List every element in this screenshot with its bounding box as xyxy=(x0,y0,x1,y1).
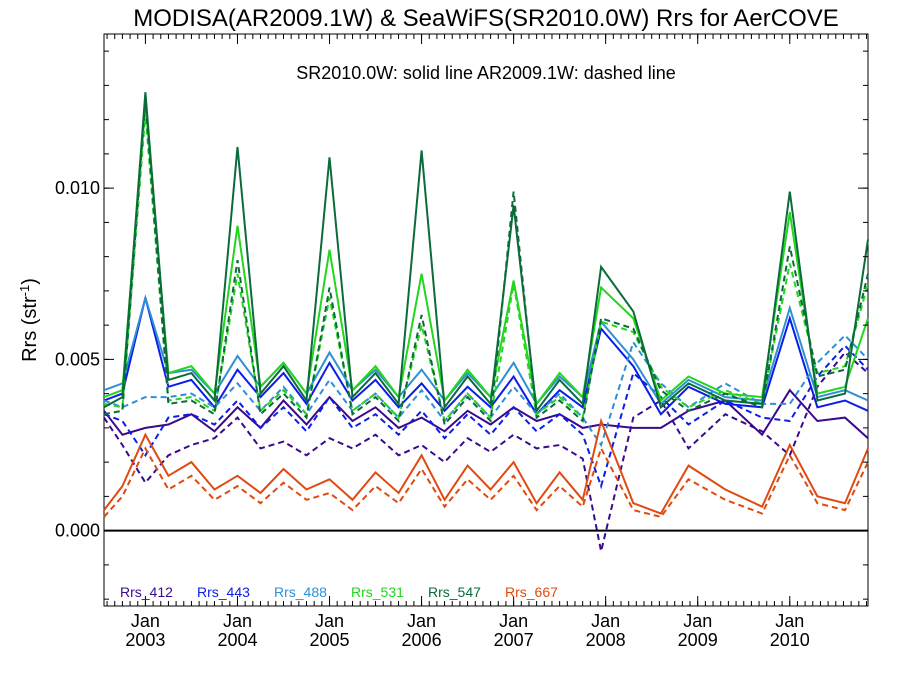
y-tick-label: 0.005 xyxy=(55,349,100,369)
series-rrs-488-dashed-line xyxy=(103,333,869,448)
axis-labels: 0.0000.0050.010Jan2003Jan2004Jan2005Jan2… xyxy=(55,178,810,650)
line-style-annotation: SR2010.0W: solid line AR2009.1W: dashed … xyxy=(296,63,676,83)
x-tick-month-label: Jan xyxy=(223,611,252,631)
legend: Rrs_412 Rrs_443 Rrs_488 Rrs_531 Rrs_547 Rrs_6… xyxy=(120,584,558,600)
x-tick-month-label: Jan xyxy=(315,611,344,631)
plot-area: SR2010.0W: solid line AR2009.1W: dashed … xyxy=(103,33,869,607)
x-tick-year-label: 2006 xyxy=(402,630,442,650)
legend-entry-rrs-443: Rrs_443 xyxy=(197,584,250,600)
x-tick-month-label: Jan xyxy=(591,611,620,631)
x-tick-month-label: Jan xyxy=(775,611,804,631)
series-rrs-443-solid-line xyxy=(103,297,869,416)
y-axis-label-end: ) xyxy=(19,278,41,285)
plot-frame xyxy=(103,33,869,607)
legend-entry-rrs-531: Rrs_531 xyxy=(351,584,404,600)
series-rrs-667-solid-line xyxy=(103,417,869,515)
series-rrs-412-dashed-line xyxy=(103,351,869,552)
chart-title: MODISA(AR2009.1W) & SeaWiFS(SR2010.0W) R… xyxy=(133,5,839,32)
x-tick-year-label: 2009 xyxy=(678,630,718,650)
x-tick-year-label: 2010 xyxy=(770,630,810,650)
x-tick-year-label: 2005 xyxy=(309,630,349,650)
legend-entry-rrs-488: Rrs_488 xyxy=(274,584,327,600)
series-rrs-547-dashed-line xyxy=(103,99,869,427)
legend-entry-rrs-412: Rrs_412 xyxy=(120,584,173,600)
legend-entry-rrs-547: Rrs_547 xyxy=(428,584,481,600)
y-tick-label: 0.010 xyxy=(55,178,100,198)
x-tick-month-label: Jan xyxy=(407,611,436,631)
x-tick-year-label: 2007 xyxy=(494,630,534,650)
series-rrs-547-solid-line xyxy=(103,92,869,414)
x-tick-year-label: 2004 xyxy=(217,630,257,650)
x-tick-year-label: 2008 xyxy=(586,630,626,650)
x-tick-month-label: Jan xyxy=(499,611,528,631)
series-rrs-412-solid-line xyxy=(103,388,869,439)
legend-entry-rrs-667: Rrs_667 xyxy=(505,584,558,600)
y-axis-label-superscript: -1 xyxy=(17,285,32,297)
y-axis-label-main: Rrs (str xyxy=(19,296,41,362)
series-layer xyxy=(103,92,869,552)
y-tick-label: 0.000 xyxy=(55,521,100,541)
x-tick-month-label: Jan xyxy=(683,611,712,631)
series-rrs-667-dashed-line xyxy=(103,445,869,519)
x-tick-month-label: Jan xyxy=(131,611,160,631)
tick-layer xyxy=(104,34,868,606)
x-tick-year-label: 2003 xyxy=(125,630,165,650)
y-axis-label: Rrs (str-1) xyxy=(17,278,41,362)
